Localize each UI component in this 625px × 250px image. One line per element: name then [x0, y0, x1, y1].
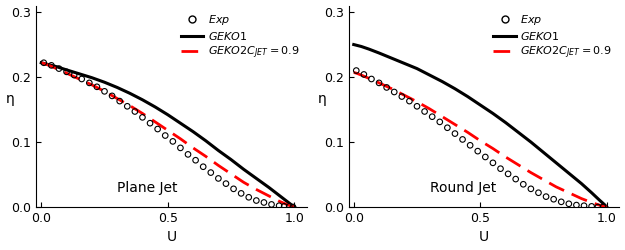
- Legend: $\it{Exp}$, $\it{GEKO1}$, $\it{GEKO2C}$$_{JET}$$\it{ = 0.9}$: $\it{Exp}$, $\it{GEKO1}$, $\it{GEKO2C}$$…: [491, 11, 614, 64]
- Point: [541, 195, 551, 199]
- Point: [458, 138, 468, 141]
- Point: [571, 203, 581, 207]
- Point: [288, 205, 298, 209]
- Point: [587, 204, 597, 208]
- Point: [92, 85, 102, 89]
- Point: [382, 86, 392, 89]
- Point: [351, 68, 361, 72]
- Y-axis label: η: η: [6, 92, 14, 106]
- Point: [213, 176, 223, 180]
- Point: [122, 104, 132, 108]
- Point: [191, 158, 201, 162]
- Point: [39, 61, 49, 65]
- Point: [251, 198, 261, 202]
- Point: [176, 146, 186, 150]
- Point: [46, 63, 56, 67]
- Point: [198, 165, 208, 169]
- Point: [259, 200, 269, 204]
- Point: [465, 143, 475, 147]
- Point: [77, 77, 87, 81]
- Point: [138, 115, 148, 119]
- Point: [206, 170, 216, 174]
- Point: [598, 205, 608, 209]
- Point: [359, 72, 369, 76]
- Point: [114, 99, 124, 103]
- Point: [279, 204, 289, 208]
- Point: [221, 182, 231, 186]
- Point: [284, 204, 294, 208]
- Point: [419, 110, 429, 114]
- Point: [244, 195, 254, 199]
- Point: [442, 126, 452, 130]
- Point: [503, 172, 513, 176]
- Point: [366, 77, 376, 81]
- Point: [481, 155, 491, 159]
- Point: [488, 161, 498, 165]
- Point: [518, 182, 528, 186]
- Point: [69, 73, 79, 77]
- Point: [145, 121, 155, 125]
- Point: [266, 202, 276, 206]
- Point: [404, 99, 414, 103]
- Point: [168, 140, 178, 143]
- Point: [152, 127, 162, 131]
- X-axis label: U: U: [166, 230, 177, 244]
- Point: [496, 167, 506, 171]
- Point: [472, 149, 482, 153]
- Point: [229, 187, 239, 191]
- Point: [99, 89, 109, 93]
- Point: [511, 177, 521, 181]
- Point: [412, 104, 422, 108]
- Point: [435, 120, 445, 124]
- Text: Round Jet: Round Jet: [430, 181, 496, 195]
- Point: [397, 94, 407, 98]
- Text: Plane Jet: Plane Jet: [118, 181, 178, 195]
- Point: [579, 204, 589, 208]
- Point: [84, 81, 94, 85]
- Point: [534, 191, 544, 195]
- Point: [549, 197, 559, 201]
- Point: [389, 90, 399, 94]
- Point: [107, 94, 117, 98]
- Point: [160, 134, 170, 138]
- Point: [130, 110, 140, 114]
- Point: [236, 192, 246, 196]
- Point: [564, 202, 574, 206]
- Point: [183, 152, 193, 156]
- Point: [374, 81, 384, 85]
- Point: [526, 187, 536, 191]
- Point: [593, 205, 603, 209]
- Point: [427, 115, 437, 119]
- Legend: $\it{Exp}$, $\it{GEKO1}$, $\it{GEKO2C}$$_{JET}$$\it{ = 0.9}$: $\it{Exp}$, $\it{GEKO1}$, $\it{GEKO2C}$$…: [179, 11, 301, 64]
- Point: [61, 70, 71, 74]
- Point: [556, 200, 566, 204]
- Y-axis label: η: η: [318, 92, 327, 106]
- Point: [274, 204, 284, 208]
- X-axis label: U: U: [479, 230, 489, 244]
- Point: [54, 66, 64, 70]
- Point: [450, 132, 460, 136]
